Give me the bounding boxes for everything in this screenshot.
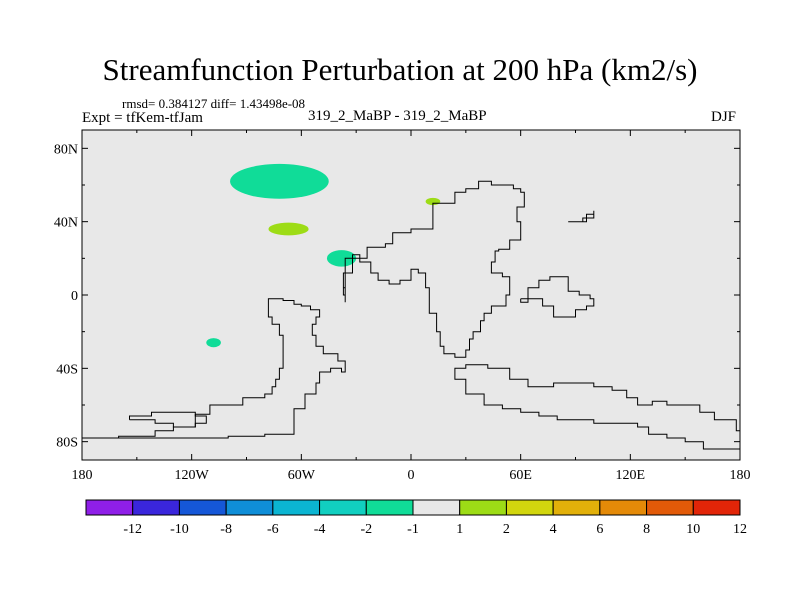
colorbar-label: 12	[733, 522, 747, 537]
colorbar-label: 1	[456, 522, 463, 537]
coastline-1	[342, 180, 525, 358]
plot-background	[82, 130, 740, 460]
coastline-4	[454, 364, 740, 450]
colorbar-label: -1	[407, 522, 419, 537]
colorbar-swatch--12	[85, 499, 134, 516]
case-label: 319_2_MaBP - 319_2_MaBP	[308, 108, 487, 124]
y-tick-label: 40N	[54, 216, 78, 231]
chart-title: Streamfunction Perturbation at 200 hPa (…	[102, 52, 698, 87]
x-tick-label: 60W	[288, 468, 316, 483]
season-label: DJF	[711, 109, 737, 125]
colorbar-label: -12	[123, 522, 142, 537]
y-axis: 80N 40N 0 40S 80S	[54, 142, 740, 451]
colorbar-swatch-6	[552, 499, 601, 516]
colorbar-swatch-10	[646, 499, 694, 516]
colorbar-label: 10	[686, 522, 700, 537]
x-tick-label: 60E	[509, 468, 532, 483]
coastline-5	[129, 411, 207, 428]
x-tick-label: 180	[730, 468, 751, 483]
colorbar-label: -2	[360, 522, 372, 537]
colorbar-label: -8	[220, 522, 232, 537]
colorbar-swatch-12	[692, 499, 741, 516]
colorbar-swatch--10	[132, 499, 180, 516]
colorbar-label: -10	[170, 522, 189, 537]
anomaly-region-2	[326, 250, 357, 267]
colorbar-swatch-1	[412, 499, 461, 516]
colorbar-swatch--8	[178, 499, 227, 516]
anomaly-layer	[206, 163, 441, 348]
colorbar-label: 4	[550, 522, 557, 537]
y-tick-label: 80S	[56, 436, 78, 451]
colorbar-label: 8	[643, 522, 650, 537]
coastline-0	[82, 298, 346, 439]
colorbar-swatch--1	[365, 499, 414, 516]
x-tick-label: 120W	[175, 468, 210, 483]
colorbar-swatch--6	[225, 499, 274, 516]
x-tick-label: 0	[408, 468, 415, 483]
stats-line: rmsd= 0.384127 diff= 1.43498e-08	[122, 96, 306, 111]
anomaly-region-0	[230, 163, 329, 199]
y-tick-label: 0	[71, 289, 78, 304]
colorbar-label: 2	[503, 522, 510, 537]
experiment-label: Expt = tfKem-tfJam	[82, 110, 203, 126]
colorbar-label: -4	[314, 522, 326, 537]
colorbar-swatch-2	[459, 499, 507, 516]
coastline-2	[520, 276, 595, 318]
x-tick-label: 120E	[616, 468, 646, 483]
x-tick-label: 180	[72, 468, 93, 483]
y-tick-label: 80N	[54, 142, 78, 157]
colorbar: -12 -10 -8 -6 -4 -2 -1 1 2 4 6 8 10 12	[85, 499, 747, 537]
anomaly-region-1	[268, 222, 309, 236]
colorbar-swatch-8	[599, 499, 648, 516]
colorbar-swatch-4	[505, 499, 554, 516]
anomaly-region-4	[206, 338, 221, 348]
colorbar-label: 6	[596, 522, 603, 537]
colorbar-swatch--4	[272, 499, 321, 516]
coastline-3	[568, 210, 595, 223]
y-tick-label: 40S	[56, 362, 78, 377]
coastline-layer	[82, 180, 740, 450]
colorbar-label: -6	[267, 522, 279, 537]
x-axis: 180 120W 60W 0 60E 120E 180	[72, 130, 751, 483]
colorbar-swatch--2	[319, 499, 367, 516]
